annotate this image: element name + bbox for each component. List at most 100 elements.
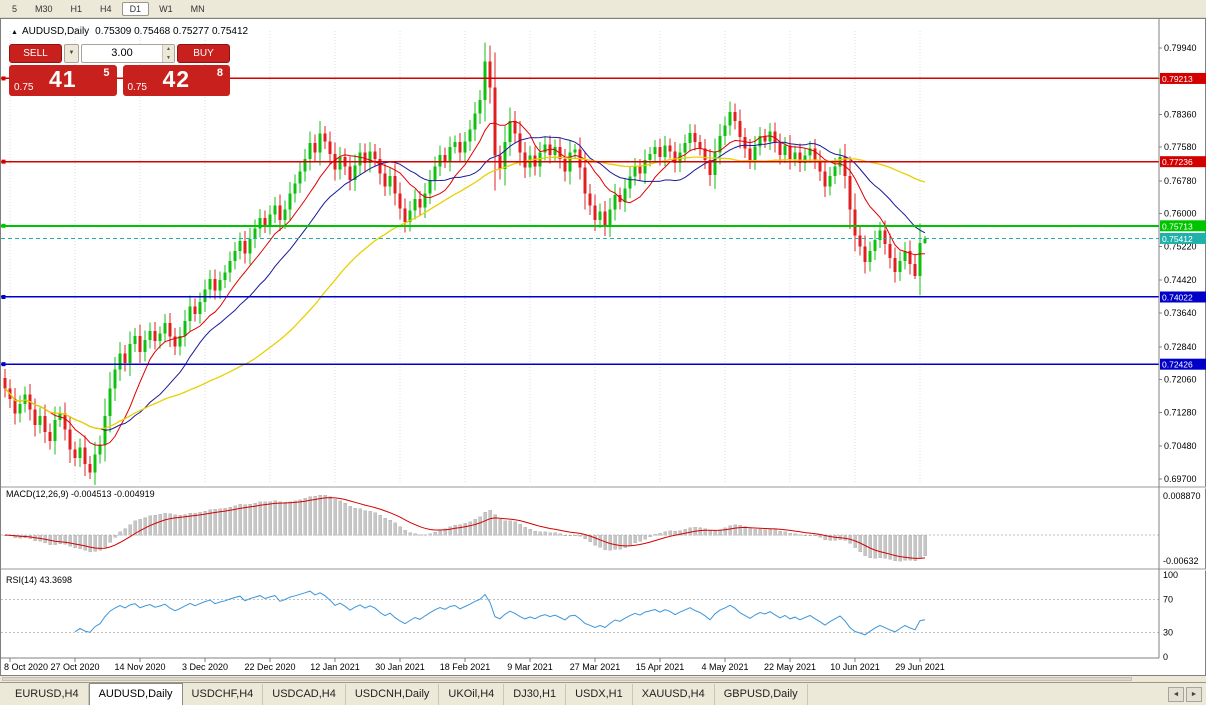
svg-text:0.69700: 0.69700 [1164, 474, 1197, 484]
svg-text:9 Mar 2021: 9 Mar 2021 [507, 662, 553, 672]
svg-text:0.75713: 0.75713 [1162, 221, 1193, 231]
svg-text:0.74420: 0.74420 [1164, 275, 1197, 285]
volume-input[interactable]: 3.00 ▲ ▼ [81, 44, 175, 63]
buy-price-big: 42 [162, 66, 191, 92]
tab-xauusd-h4[interactable]: XAUUSD,H4 [633, 684, 715, 705]
svg-text:0.008870: 0.008870 [1163, 491, 1201, 501]
sell-price-pip: 5 [103, 67, 110, 79]
macd-histogram [3, 494, 927, 562]
tab-audusd-daily[interactable]: AUDUSD,Daily [88, 683, 183, 705]
tab-scroll-left-icon[interactable]: ◄ [1168, 686, 1184, 702]
svg-text:70: 70 [1163, 595, 1173, 605]
svg-text:0.74022: 0.74022 [1162, 292, 1193, 302]
volume-spinner: ▲ ▼ [162, 45, 174, 62]
svg-text:0.79213: 0.79213 [1162, 74, 1193, 84]
ma-line-10 [4, 120, 926, 446]
svg-text:0.79940: 0.79940 [1164, 43, 1197, 53]
timeframe-button-h1[interactable]: H1 [70, 3, 83, 14]
svg-text:0.70480: 0.70480 [1164, 441, 1197, 451]
macd-signal-line [4, 497, 926, 559]
svg-text:0.77580: 0.77580 [1164, 142, 1197, 152]
order-type-dropdown[interactable]: ▼ [64, 44, 79, 63]
sell-price-small: 0.75 [14, 82, 34, 93]
chart-ohlc-values: 0.75309 0.75468 0.75277 0.75412 [95, 26, 249, 37]
svg-text:0.76780: 0.76780 [1164, 176, 1197, 186]
timeframe-button-w1[interactable]: W1 [159, 3, 173, 14]
ma-line-20 [4, 136, 926, 431]
rsi-indicator-label: RSI(14) 43.3698 [6, 575, 73, 585]
tab-usdcad-h4[interactable]: USDCAD,H4 [263, 684, 346, 705]
svg-text:14 Nov 2020: 14 Nov 2020 [114, 662, 165, 672]
volume-value[interactable]: 3.00 [111, 47, 133, 59]
svg-text:15 Apr 2021: 15 Apr 2021 [636, 662, 685, 672]
chart-tab-bar: EURUSD,H4 AUDUSD,Daily USDCHF,H4 USDCAD,H4 U… [0, 682, 1206, 705]
tab-usdchf-h4[interactable]: USDCHF,H4 [183, 684, 264, 705]
svg-text:3 Dec 2020: 3 Dec 2020 [182, 662, 228, 672]
svg-text:0.77236: 0.77236 [1162, 157, 1193, 167]
grid [9, 31, 921, 484]
horizontal-lines[interactable] [1, 76, 1159, 367]
svg-text:0.72840: 0.72840 [1164, 342, 1197, 352]
tab-scroll-right-icon[interactable]: ► [1186, 686, 1202, 702]
svg-text:0.71280: 0.71280 [1164, 407, 1197, 417]
timeframe-button-h4[interactable]: H4 [100, 3, 112, 14]
tab-dj30-h1[interactable]: DJ30,H1 [504, 684, 567, 705]
buy-button[interactable]: BUY [177, 44, 230, 63]
tab-gbpusd-daily[interactable]: GBPUSD,Daily [715, 684, 808, 705]
tab-scroll-controls: ◄ ► [1168, 686, 1206, 702]
tab-ukoil-h4[interactable]: UKOil,H4 [439, 684, 505, 705]
sell-button[interactable]: SELL [9, 44, 62, 63]
tab-usdx-h1[interactable]: USDX,H1 [566, 684, 633, 705]
timeframe-button-mn[interactable]: MN [190, 3, 205, 14]
buy-price-pip: 8 [216, 67, 223, 79]
svg-text:22 May 2021: 22 May 2021 [764, 662, 816, 672]
chevron-down-icon: ▼ [68, 50, 75, 56]
svg-text:0.73640: 0.73640 [1164, 308, 1197, 318]
collapse-one-click-icon[interactable]: ▲ [11, 29, 18, 36]
chart-title: ▲ AUDUSD,Daily 0.75309 0.75468 0.75277 0.7… [11, 26, 248, 37]
svg-text:0.76000: 0.76000 [1164, 209, 1197, 219]
svg-text:0.75412: 0.75412 [1162, 234, 1193, 244]
price-axis: 0.799400.792100.783600.775800.767800.760… [1159, 43, 1206, 662]
timeframe-button-m30[interactable]: M30 [35, 3, 53, 14]
volume-increase-button[interactable]: ▲ [163, 45, 174, 54]
svg-text:18 Feb 2021: 18 Feb 2021 [440, 662, 491, 672]
chart-symbol-label: AUDUSD,Daily [21, 26, 90, 37]
rsi-line [74, 590, 926, 636]
volume-decrease-button[interactable]: ▼ [163, 53, 174, 62]
svg-text:4 May 2021: 4 May 2021 [701, 662, 748, 672]
svg-text:0.78360: 0.78360 [1164, 109, 1197, 119]
timeframe-toolbar: 5 M30 H1 H4 D1 W1 MN [0, 0, 1206, 18]
tab-eurusd-h4[interactable]: EURUSD,H4 [6, 684, 89, 705]
svg-text:12 Jan 2021: 12 Jan 2021 [310, 662, 360, 672]
svg-text:27 Oct 2020: 27 Oct 2020 [50, 662, 99, 672]
buy-price-small: 0.75 [127, 82, 147, 93]
buy-price-display[interactable]: 0.75 42 8 [122, 65, 230, 96]
svg-text:0.72060: 0.72060 [1164, 375, 1197, 385]
svg-text:30 Jan 2021: 30 Jan 2021 [375, 662, 425, 672]
date-axis: 8 Oct 2020 27 Oct 2020 14 Nov 2020 3 Dec 20… [4, 658, 945, 672]
timeframe-button-d1[interactable]: D1 [121, 1, 150, 16]
svg-text:22 Dec 2020: 22 Dec 2020 [244, 662, 295, 672]
chart-tabs: EURUSD,H4 AUDUSD,Daily USDCHF,H4 USDCAD,H4 U… [6, 683, 808, 705]
sell-price-display[interactable]: 0.75 41 5 [9, 65, 117, 96]
svg-text:10 Jun 2021: 10 Jun 2021 [830, 662, 880, 672]
svg-text:30: 30 [1163, 627, 1173, 637]
chart-canvas[interactable]: 0.799400.792100.783600.775800.767800.760… [1, 19, 1206, 677]
chart-window: 0.799400.792100.783600.775800.767800.760… [0, 18, 1206, 676]
svg-text:-0.00632: -0.00632 [1163, 556, 1199, 566]
sell-price-big: 41 [49, 66, 77, 92]
svg-text:0: 0 [1163, 652, 1168, 662]
timeframe-button-5[interactable]: 5 [12, 3, 18, 14]
horizontal-scrollbar-thumb[interactable] [2, 677, 1132, 681]
one-click-trading-panel: SELL ▼ 3.00 ▲ ▼ BUY 0.75 41 5 0.75 42 8 [9, 44, 230, 96]
macd-indicator-label: MACD(12,26,9) -0.004513 -0.004919 [6, 489, 155, 499]
svg-text:0.72426: 0.72426 [1162, 360, 1193, 370]
svg-text:100: 100 [1163, 570, 1178, 580]
svg-text:0.75220: 0.75220 [1164, 242, 1197, 252]
ma-line-50 [4, 156, 926, 430]
svg-text:8 Oct 2020: 8 Oct 2020 [4, 662, 48, 672]
tab-usdcnh-daily[interactable]: USDCNH,Daily [346, 684, 440, 705]
svg-text:27 Mar 2021: 27 Mar 2021 [570, 662, 621, 672]
horizontal-scrollbar[interactable] [0, 676, 1206, 682]
